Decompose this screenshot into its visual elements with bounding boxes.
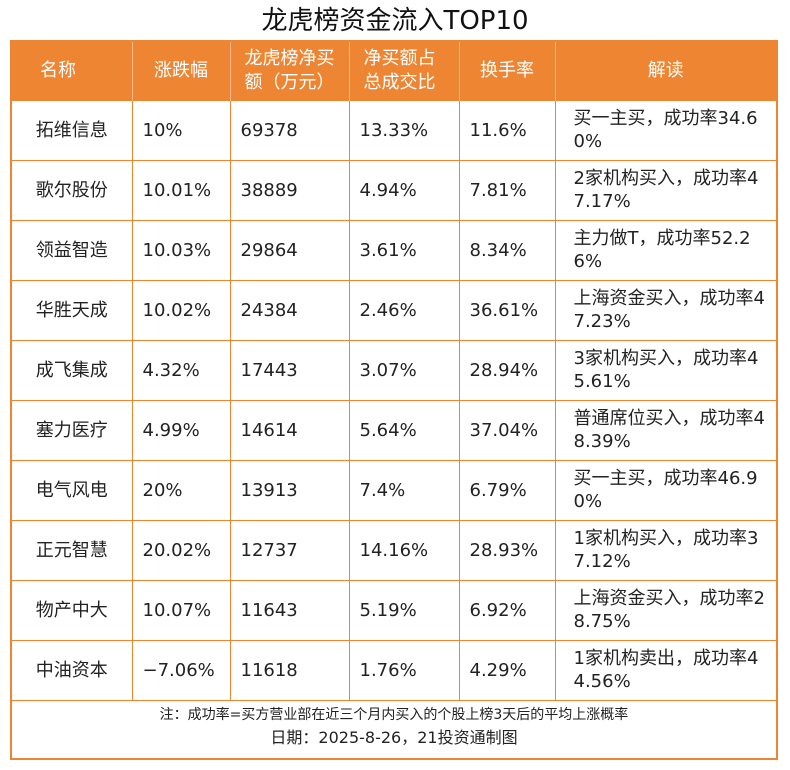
cell-stock-name: 华胜天成 <box>12 279 133 341</box>
cell-interpretation: 上海资金买入，成功率28.75% <box>554 579 776 641</box>
footnote: 注：成功率=买方营业部在近三个月内买入的个股上榜3天后的平均上涨概率 <box>159 707 629 723</box>
cell-interpretation: 上海资金买入，成功率47.23% <box>554 279 776 341</box>
table-header-row: 名称 涨跌幅 龙虎榜净买额（万元） 净买额占总成交比 换手率 解读 <box>12 42 776 100</box>
table-frame: 名称 涨跌幅 龙虎榜净买额（万元） 净买额占总成交比 换手率 解读 拓维信息 10… <box>10 40 778 760</box>
cell-change: 10.02% <box>131 279 231 341</box>
cell-change: 20% <box>131 459 231 521</box>
cell-stock-name: 物产中大 <box>12 579 133 641</box>
table-row: 拓维信息 10% 69378 13.33% 11.6% 买一主买，成功率34.60% <box>12 99 776 161</box>
cell-change: 4.99% <box>131 399 231 461</box>
cell-turnover: 37.04% <box>458 399 556 461</box>
cell-stock-name: 领益智造 <box>12 219 133 281</box>
cell-turnover: 28.94% <box>458 339 556 401</box>
cell-turnover: 8.34% <box>458 219 556 281</box>
cell-ratio: 14.16% <box>348 519 460 581</box>
cell-stock-name: 拓维信息 <box>12 99 133 161</box>
cell-change: 10.03% <box>131 219 231 281</box>
cell-turnover: 7.81% <box>458 159 556 221</box>
table-row: 歌尔股份 10.01% 38889 4.94% 7.81% 2家机构买入，成功率47.17… <box>12 159 776 221</box>
cell-ratio: 3.07% <box>348 339 460 401</box>
cell-ratio: 13.33% <box>348 99 460 161</box>
cell-stock-name: 中油资本 <box>12 639 133 701</box>
cell-net-buy: 17443 <box>229 339 350 401</box>
cell-change: 10% <box>131 99 231 161</box>
cell-net-buy: 14614 <box>229 399 350 461</box>
column-header-net-buy: 龙虎榜净买额（万元） <box>230 42 350 100</box>
cell-turnover: 4.29% <box>458 639 556 701</box>
table-row: 塞力医疗 4.99% 14614 5.64% 37.04% 普通席位买入，成功率48.39… <box>12 399 776 461</box>
cell-net-buy: 29864 <box>229 219 350 281</box>
cell-net-buy: 11618 <box>229 639 350 701</box>
table-row: 领益智造 10.03% 29864 3.61% 8.34% 主力做T，成功率52.26% <box>12 219 776 281</box>
page-title: 龙虎榜资金流入TOP10 <box>261 6 529 36</box>
table-row: 电气风电 20% 13913 7.4% 6.79% 买一主买，成功率46.90% <box>12 459 776 521</box>
cell-change: 4.32% <box>131 339 231 401</box>
cell-change: −7.06% <box>131 639 231 701</box>
cell-ratio: 2.46% <box>348 279 460 341</box>
cell-interpretation: 2家机构买入，成功率47.17% <box>554 159 776 221</box>
table-row: 中油资本 −7.06% 11618 1.76% 4.29% 1家机构卖出，成功率44.56… <box>12 639 776 701</box>
cell-stock-name: 塞力医疗 <box>12 399 133 461</box>
cell-ratio: 3.61% <box>348 219 460 281</box>
table-row: 华胜天成 10.02% 24384 2.46% 36.61% 上海资金买入，成功率47.2… <box>12 279 776 341</box>
cell-net-buy: 24384 <box>229 279 350 341</box>
cell-interpretation: 1家机构买入，成功率37.12% <box>554 519 776 581</box>
cell-interpretation: 买一主买，成功率34.60% <box>554 99 776 161</box>
column-header-turnover: 换手率 <box>459 42 556 100</box>
cell-stock-name: 歌尔股份 <box>12 159 133 221</box>
cell-net-buy: 11643 <box>229 579 350 641</box>
cell-ratio: 5.19% <box>348 579 460 641</box>
cell-change: 20.02% <box>131 519 231 581</box>
cell-turnover: 11.6% <box>458 99 556 161</box>
table-row: 成飞集成 4.32% 17443 3.07% 28.94% 3家机构买入，成功率45.61… <box>12 339 776 401</box>
footer: 注：成功率=买方营业部在近三个月内买入的个股上榜3天后的平均上涨概率 日期：20… <box>12 704 776 750</box>
column-header-interpretation: 解读 <box>555 42 776 100</box>
cell-turnover: 28.93% <box>458 519 556 581</box>
date-credit: 日期：2025-8-26，21投资通制图 <box>270 728 518 747</box>
cell-turnover: 6.79% <box>458 459 556 521</box>
cell-stock-name: 正元智慧 <box>12 519 133 581</box>
cell-interpretation: 普通席位买入，成功率48.39% <box>554 399 776 461</box>
cell-ratio: 7.4% <box>348 459 460 521</box>
column-header-change: 涨跌幅 <box>132 42 231 100</box>
dragon-tiger-table: 名称 涨跌幅 龙虎榜净买额（万元） 净买额占总成交比 换手率 解读 拓维信息 10… <box>12 42 776 701</box>
table-row: 物产中大 10.07% 11643 5.19% 6.92% 上海资金买入，成功率28.75… <box>12 579 776 641</box>
cell-net-buy: 38889 <box>229 159 350 221</box>
cell-change: 10.01% <box>131 159 231 221</box>
cell-net-buy: 13913 <box>229 459 350 521</box>
cell-interpretation: 主力做T，成功率52.26% <box>554 219 776 281</box>
column-header-name: 名称 <box>12 42 133 100</box>
cell-net-buy: 69378 <box>229 99 350 161</box>
cell-interpretation: 买一主买，成功率46.90% <box>554 459 776 521</box>
cell-ratio: 5.64% <box>348 399 460 461</box>
table-body: 拓维信息 10% 69378 13.33% 11.6% 买一主买，成功率34.60% 歌尔股… <box>12 99 776 701</box>
cell-net-buy: 12737 <box>229 519 350 581</box>
cell-turnover: 6.92% <box>458 579 556 641</box>
cell-ratio: 4.94% <box>348 159 460 221</box>
table-row: 正元智慧 20.02% 12737 14.16% 28.93% 1家机构买入，成功率37.… <box>12 519 776 581</box>
cell-change: 10.07% <box>131 579 231 641</box>
cell-ratio: 1.76% <box>348 639 460 701</box>
cell-interpretation: 3家机构买入，成功率45.61% <box>554 339 776 401</box>
cell-stock-name: 电气风电 <box>12 459 133 521</box>
column-header-ratio: 净买额占总成交比 <box>349 42 460 100</box>
cell-interpretation: 1家机构卖出，成功率44.56% <box>554 639 776 701</box>
cell-stock-name: 成飞集成 <box>12 339 133 401</box>
cell-turnover: 36.61% <box>458 279 556 341</box>
